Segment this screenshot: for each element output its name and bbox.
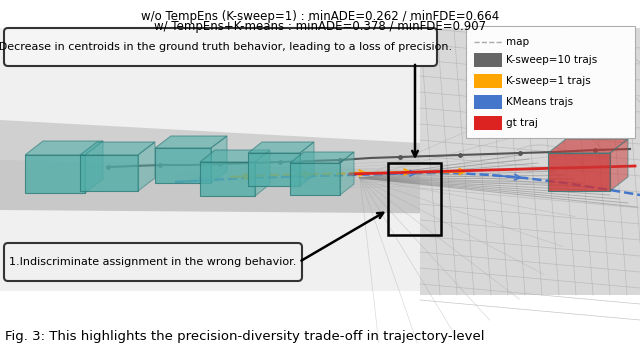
Polygon shape	[248, 153, 300, 186]
Polygon shape	[211, 136, 227, 183]
FancyBboxPatch shape	[4, 243, 302, 281]
Polygon shape	[548, 153, 610, 191]
Polygon shape	[80, 142, 155, 155]
Text: K-sweep=10 trajs: K-sweep=10 trajs	[506, 55, 597, 65]
Polygon shape	[200, 162, 255, 196]
Polygon shape	[200, 150, 270, 162]
Polygon shape	[0, 160, 640, 215]
Text: Fig. 3: This highlights the precision-diversity trade-off in trajectory-level: Fig. 3: This highlights the precision-di…	[5, 330, 484, 343]
Polygon shape	[138, 142, 155, 191]
Polygon shape	[155, 148, 211, 183]
Text: KMeans trajs: KMeans trajs	[506, 97, 573, 107]
Polygon shape	[548, 139, 628, 153]
Text: 1.Indiscriminate assignment in the wrong behavior.: 1.Indiscriminate assignment in the wrong…	[10, 257, 297, 267]
Bar	[474, 53, 502, 67]
FancyBboxPatch shape	[4, 28, 437, 66]
Polygon shape	[340, 152, 354, 195]
Polygon shape	[290, 163, 340, 195]
Bar	[474, 95, 502, 109]
Bar	[474, 116, 502, 130]
Bar	[474, 74, 502, 88]
Polygon shape	[85, 141, 103, 193]
Text: map: map	[506, 37, 529, 47]
Text: K-sweep=1 trajs: K-sweep=1 trajs	[506, 76, 591, 86]
Text: 2.Decrease in centroids in the ground truth behavior, leading to a loss of preci: 2.Decrease in centroids in the ground tr…	[0, 42, 452, 52]
Polygon shape	[290, 152, 354, 163]
Polygon shape	[420, 28, 640, 295]
Bar	[0, 28, 640, 291]
Text: gt traj: gt traj	[506, 118, 538, 128]
Polygon shape	[300, 142, 314, 186]
Polygon shape	[25, 155, 85, 193]
Bar	[388, 163, 441, 235]
Polygon shape	[155, 136, 227, 148]
Text: w/ TempEns+K-means : minADE=0.378 / minFDE=0.907: w/ TempEns+K-means : minADE=0.378 / minF…	[154, 20, 486, 33]
Polygon shape	[248, 142, 314, 153]
Polygon shape	[255, 150, 270, 196]
FancyBboxPatch shape	[466, 26, 635, 138]
Polygon shape	[25, 141, 103, 155]
Polygon shape	[610, 139, 628, 191]
Polygon shape	[0, 120, 640, 195]
Text: w/o TempEns (K-sweep=1) : minADE=0.262 / minFDE=0.664: w/o TempEns (K-sweep=1) : minADE=0.262 /…	[141, 10, 499, 23]
Polygon shape	[80, 155, 138, 191]
